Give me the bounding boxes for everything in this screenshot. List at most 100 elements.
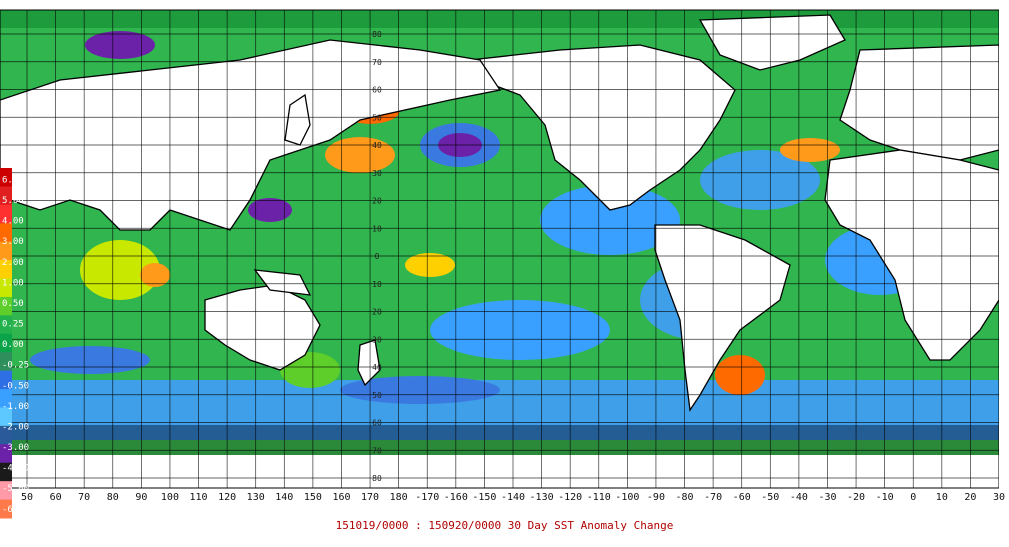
lon-tick-label: -10 — [876, 492, 894, 503]
lat-tick-label: 40 — [372, 363, 382, 372]
legend-label: -6.00 — [2, 505, 29, 515]
legend-swatch — [0, 315, 12, 335]
lon-tick-label: 60 — [50, 492, 62, 503]
lat-tick-label: 30 — [372, 335, 382, 344]
lon-tick-label: 10 — [936, 492, 948, 503]
legend-label: -0.25 — [2, 361, 29, 371]
legend-swatch — [0, 389, 12, 408]
legend-label: 1.00 — [2, 278, 24, 288]
north-america — [469, 44, 736, 211]
lon-tick-label: 70 — [78, 492, 90, 503]
legend-label: 0.50 — [2, 299, 24, 309]
lat-tick-label: 60 — [372, 419, 382, 428]
lon-tick-label: -80 — [675, 492, 693, 503]
lon-tick-label: 0 — [910, 492, 916, 503]
lon-tick-label: -30 — [818, 492, 836, 503]
lat-tick-label: 40 — [372, 141, 382, 150]
legend-swatch — [0, 352, 12, 372]
legend-swatch — [0, 499, 12, 519]
legend-label: 2.00 — [2, 258, 24, 268]
lon-tick-label: -140 — [501, 492, 525, 503]
chart-title: 151019/0000 : 150920/0000 30 Day SST Ano… — [335, 519, 674, 532]
lat-tick-label: 80 — [372, 474, 382, 483]
lat-tick-label: 50 — [372, 391, 382, 400]
new-zealand — [357, 339, 381, 387]
lon-tick-label: -130 — [530, 492, 554, 503]
southern-blue-band — [0, 380, 999, 425]
australia — [204, 284, 321, 371]
lon-tick-label: -60 — [733, 492, 751, 503]
longitude-labels: 50 60 70 80 90 100 110 120 130 140 150 160 170 180 -17… — [21, 492, 1005, 503]
south-america — [654, 224, 791, 412]
lat-tick-label: 10 — [372, 280, 382, 289]
lon-tick-label: -120 — [558, 492, 582, 503]
lat-tick-label: 30 — [372, 169, 382, 178]
legend-swatch — [0, 204, 12, 224]
legend-label: 4.00 — [2, 217, 24, 227]
lat-tick-label: 70 — [372, 58, 382, 67]
right-gutter — [999, 0, 1009, 547]
legend-label: 0.00 — [2, 340, 24, 350]
arctic-band — [0, 10, 999, 28]
lon-tick-label: -50 — [761, 492, 779, 503]
antarctica-land — [0, 455, 999, 488]
legend-swatch — [0, 186, 12, 206]
legend-label: 0.25 — [2, 320, 24, 330]
lon-tick-label: -20 — [847, 492, 865, 503]
legend-swatch — [0, 425, 12, 445]
lat-tick-label: 10 — [372, 224, 382, 233]
lon-tick-label: -110 — [587, 492, 611, 503]
legend-swatch — [0, 462, 12, 482]
legend-label: -1.00 — [2, 402, 29, 412]
eurasia — [0, 39, 502, 231]
lon-tick-label: 170 — [361, 492, 379, 503]
legend-label: 6.00 — [2, 175, 24, 185]
legend-label: -4.00 — [2, 464, 29, 474]
legend-swatch — [0, 333, 12, 353]
japan — [284, 93, 311, 146]
legend-swatch — [0, 278, 12, 298]
legend-swatch — [0, 168, 12, 187]
greenland — [698, 14, 846, 71]
lon-tick-label: 20 — [964, 492, 976, 503]
lon-tick-label: 110 — [189, 492, 207, 503]
legend-label: -5.00 — [2, 484, 29, 494]
lat-tick-label: 60 — [372, 86, 382, 95]
lat-tick-label: 0 — [375, 252, 380, 261]
lon-tick-label: -150 — [472, 492, 496, 503]
lon-tick-label: 80 — [107, 492, 119, 503]
legend-label: 3.00 — [2, 237, 24, 247]
lon-tick-label: 150 — [304, 492, 322, 503]
lat-tick-label: 50 — [372, 113, 382, 122]
lon-tick-label: 100 — [161, 492, 179, 503]
legend-swatch — [0, 407, 12, 427]
lon-tick-label: 90 — [135, 492, 147, 503]
lat-tick-label: 20 — [372, 308, 382, 317]
legend-label: -2.00 — [2, 422, 29, 432]
legend-swatch — [0, 481, 12, 501]
legend-label: 5.00 — [2, 196, 24, 206]
lon-tick-label: 120 — [218, 492, 236, 503]
lon-tick-label: -40 — [790, 492, 808, 503]
lon-tick-label: 160 — [332, 492, 350, 503]
legend-swatch — [0, 444, 12, 464]
lon-tick-label: 180 — [390, 492, 408, 503]
legend-swatch — [0, 296, 12, 316]
colorbar-legend: 6.00 5.00 4.00 3.00 2.00 1.00 0.50 0.25 0.00 -0.2… — [0, 168, 29, 519]
lon-tick-label: -70 — [704, 492, 722, 503]
lon-tick-label: -170 — [415, 492, 439, 503]
legend-swatch — [0, 241, 12, 261]
legend-swatch — [0, 260, 12, 280]
lon-tick-label: 50 — [21, 492, 33, 503]
legend-label: -3.00 — [2, 443, 29, 453]
lon-tick-label: 140 — [275, 492, 293, 503]
lat-tick-label: 20 — [372, 197, 382, 206]
legend-swatch — [0, 370, 12, 390]
legend-swatch — [0, 223, 12, 243]
legend-label: -0.50 — [2, 381, 29, 391]
lon-tick-label: 30 — [993, 492, 1005, 503]
lon-tick-label: -160 — [444, 492, 468, 503]
new-guinea — [253, 269, 312, 296]
lat-tick-label: 70 — [372, 446, 382, 455]
